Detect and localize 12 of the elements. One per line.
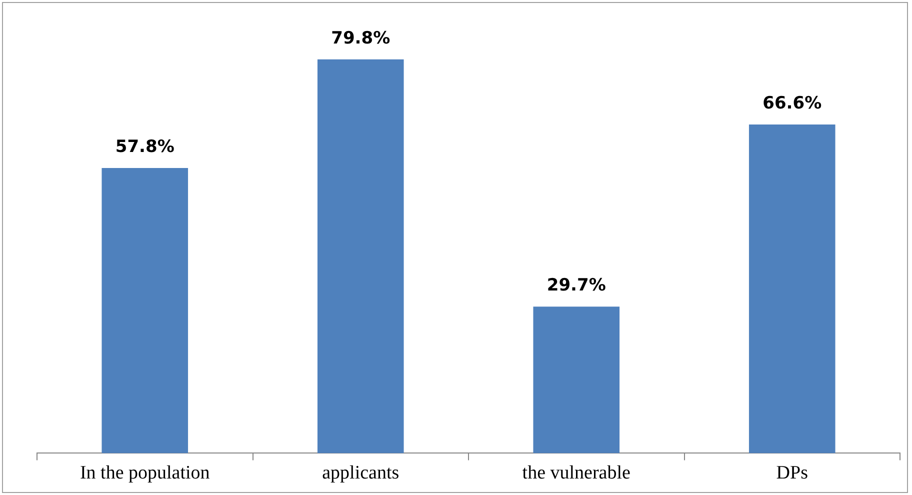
x-tick-label: DPs [776,462,808,484]
x-tick-label: In the population [80,462,210,484]
x-tick-label: the vulnerable [522,462,630,484]
bar [317,59,404,454]
x-tick-label: applicants [322,462,400,484]
bar [533,306,620,454]
data-label: 29.7% [546,276,606,296]
bar [748,124,836,454]
data-label: 66.6% [762,93,822,114]
data-label: 79.8% [331,28,390,48]
bar [102,168,188,454]
data-label: 57.8% [115,136,174,157]
